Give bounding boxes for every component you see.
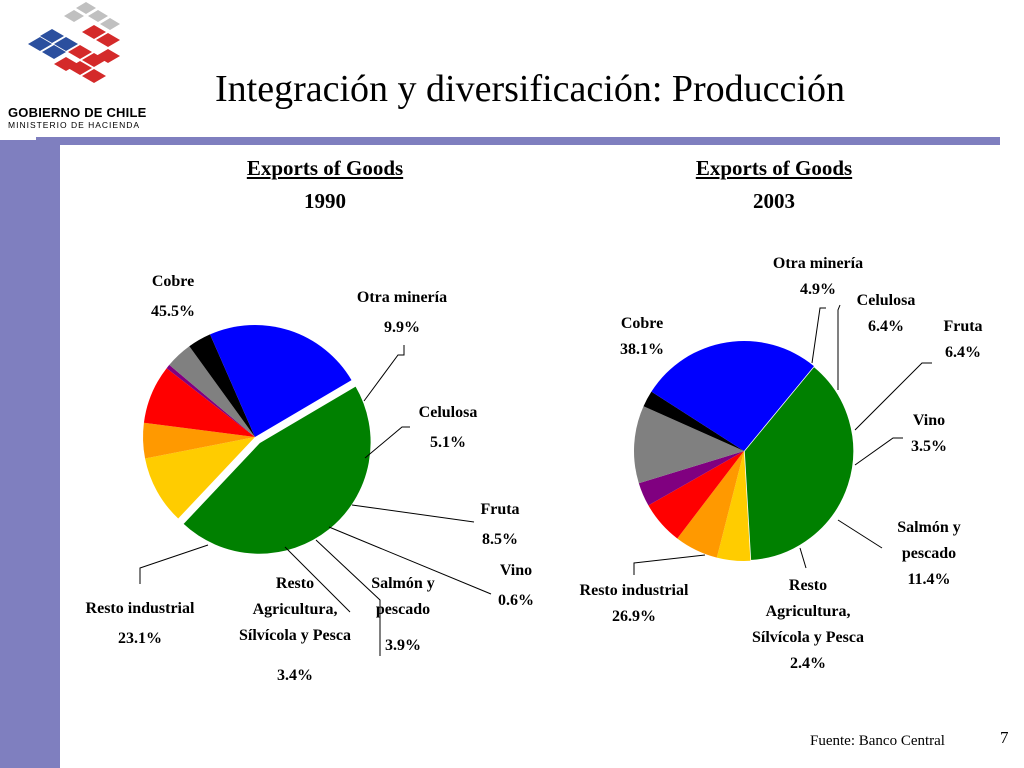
chart-1990-subtitle: 1990 <box>304 189 346 213</box>
slice-value-resto-industrial: 26.9% <box>612 608 656 625</box>
slice-value-cobre: 38.1% <box>620 341 664 358</box>
leader-line-otra-mineria <box>363 345 405 402</box>
slice-label-salmon: Salmón y pescado <box>897 519 961 562</box>
pie-2003: Cobre 38.1% Otra minería 4.9% Celulosa 6.4% Fr… <box>580 255 983 672</box>
chart-2003-heading: Exports of Goods 2003 <box>660 152 888 218</box>
slice-value-fruta: 8.5% <box>482 531 518 548</box>
leader-line-vino <box>854 437 903 466</box>
logo-text: GOBIERNO DE CHILE MINISTERIO DE HACIENDA <box>8 106 146 131</box>
leader-line-otra-mineria <box>811 307 826 364</box>
leader-line-celulosa <box>837 304 841 390</box>
pie-slice-resto-agricultura <box>643 391 744 451</box>
pie-slice-fruta <box>143 368 255 437</box>
pie-slice-salmon <box>634 406 744 484</box>
slice-value-resto-agricultura: 3.4% <box>277 667 313 684</box>
leader-line-resto-industrial <box>633 554 706 575</box>
leader-line-resto-agricultura <box>284 546 351 613</box>
slice-value-celulosa: 6.4% <box>868 318 904 335</box>
slice-value-fruta: 6.4% <box>945 344 981 361</box>
slice-label-fruta: Fruta <box>480 501 519 518</box>
logo-main-text: GOBIERNO DE CHILE <box>8 105 147 120</box>
title-rule <box>36 137 1000 145</box>
leader-line-fruta <box>351 504 475 523</box>
slice-value-otra-mineria: 9.9% <box>384 319 420 336</box>
pie-slice-fruta <box>648 451 744 539</box>
slice-label-resto-agricultura: Resto Agricultura, Sílvícola y Pesca <box>239 575 351 644</box>
slice-label-resto-industrial: Resto industrial <box>86 600 195 617</box>
leader-line-vino <box>328 526 492 595</box>
logo-area: GOBIERNO DE CHILE MINISTERIO DE HACIENDA <box>0 0 170 140</box>
chart-2003-title: Exports of Goods <box>695 156 853 180</box>
pie-slice-resto-agricultura <box>189 334 255 437</box>
gobierno-logo-icon <box>28 2 120 83</box>
pie-slice-cobre <box>181 384 373 556</box>
chart-1990-title: Exports of Goods <box>246 156 404 180</box>
slice-value-cobre: 45.5% <box>151 303 195 320</box>
slice-label-vino: Vino <box>500 562 532 579</box>
logo-sub-text: MINISTERIO DE HACIENDA <box>8 120 141 130</box>
pie-slice-salmon <box>169 346 255 437</box>
leader-line-fruta <box>854 362 932 431</box>
slice-value-salmon: 3.9% <box>385 637 421 654</box>
slice-label-resto-agricultura: Resto Agricultura, Sílvícola y Pesca <box>752 577 864 646</box>
page-number: 7 <box>1000 728 1009 747</box>
source-note: Fuente: Banco Central <box>810 733 945 749</box>
slide-title: Integración y diversificación: Producció… <box>215 68 845 110</box>
slice-label-otra-mineria: Otra minería <box>773 255 863 272</box>
slice-label-resto-industrial: Resto industrial <box>580 582 689 599</box>
slice-label-salmon: Salmón y pescado <box>371 575 435 618</box>
leader-line-salmon <box>315 539 381 656</box>
slice-label-cobre: Cobre <box>621 315 663 332</box>
leader-line-resto-agricultura <box>799 547 807 569</box>
leader-line-resto-industrial <box>139 544 209 584</box>
slice-value-otra-mineria: 4.9% <box>800 281 836 298</box>
pie-slice-resto-industrial <box>651 340 814 451</box>
pie-slice-otra-mineria <box>145 437 255 519</box>
slice-label-otra-mineria: Otra minería <box>357 289 447 306</box>
slice-value-vino: 3.5% <box>911 438 947 455</box>
pie-1990: Cobre 45.5% Otra minería 9.9% Celulosa 5.1% Fr… <box>86 273 534 684</box>
slice-label-fruta: Fruta <box>943 318 982 335</box>
pie-slice-vino <box>166 364 255 437</box>
leader-line-celulosa <box>364 426 410 459</box>
slice-label-cobre: Cobre <box>152 273 194 290</box>
pie-slice-vino <box>638 451 744 506</box>
leader-line-salmon <box>837 519 883 549</box>
slice-label-vino: Vino <box>913 412 945 429</box>
slice-value-resto-industrial: 23.1% <box>118 630 162 647</box>
pie-slice-resto-industrial <box>210 324 352 437</box>
pie-slice-cobre <box>743 365 855 562</box>
chart-1990-heading: Exports of Goods 1990 <box>215 152 435 218</box>
pie-slice-otra-mineria <box>716 451 751 561</box>
pie-slice-celulosa <box>677 451 744 558</box>
slice-value-salmon: 11.4% <box>907 571 950 588</box>
slice-value-celulosa: 5.1% <box>430 434 466 451</box>
pie-slice-celulosa <box>143 422 255 459</box>
slice-label-celulosa: Celulosa <box>857 292 916 309</box>
chart-2003-subtitle: 2003 <box>753 189 795 213</box>
slice-value-vino: 0.6% <box>498 592 534 609</box>
slice-label-celulosa: Celulosa <box>419 404 478 421</box>
slice-value-resto-agricultura: 2.4% <box>790 655 826 672</box>
